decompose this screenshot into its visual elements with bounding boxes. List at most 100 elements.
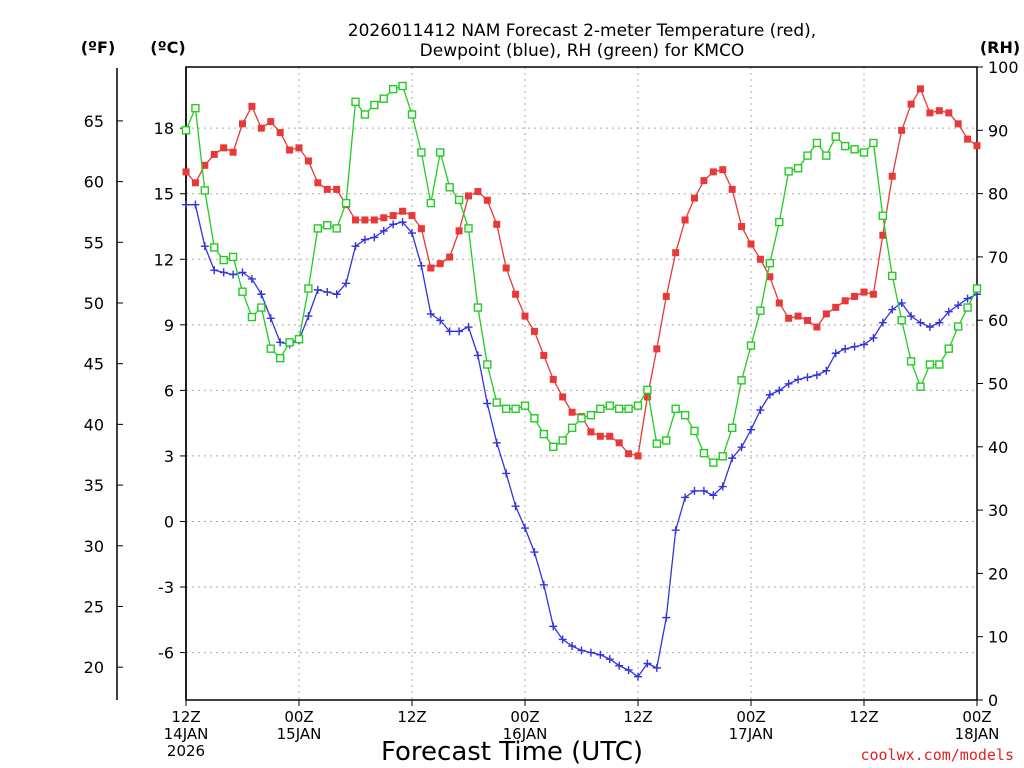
data-point (822, 310, 830, 318)
x-tick-label: 12Z (171, 708, 200, 726)
data-point (521, 312, 529, 320)
data-point (540, 351, 548, 359)
data-point (709, 491, 718, 500)
data-point (596, 404, 605, 414)
data-point (266, 314, 275, 323)
data-point (493, 220, 501, 228)
data-point (737, 376, 746, 385)
data-point (521, 524, 529, 533)
data-point (332, 290, 341, 299)
data-point (351, 242, 360, 251)
rh-tick-label: 50 (988, 375, 1008, 394)
celsius-tick-label: 18 (154, 119, 174, 138)
data-point (417, 225, 425, 233)
x-tick-label: 00Z (510, 708, 539, 726)
data-point (426, 198, 436, 208)
data-point (718, 482, 727, 491)
data-point (897, 316, 906, 325)
data-point (709, 168, 717, 176)
data-point (530, 327, 538, 335)
data-point (680, 410, 690, 420)
data-point (501, 404, 511, 414)
data-point (200, 186, 210, 195)
x-tick-label: 18JAN (955, 725, 1000, 743)
data-point (756, 255, 764, 263)
data-point (417, 261, 426, 270)
data-point (850, 342, 859, 351)
data-point (972, 284, 982, 293)
data-point (379, 94, 388, 103)
data-point (210, 150, 218, 158)
data-point (210, 243, 219, 252)
data-point (399, 207, 407, 215)
data-point (586, 648, 595, 657)
data-point (549, 375, 557, 383)
data-point (671, 526, 680, 535)
data-point (549, 622, 558, 631)
data-point (935, 318, 944, 327)
rh-tick-label: 0 (988, 691, 998, 710)
rh-tick-label: 20 (988, 564, 1008, 583)
data-point (926, 109, 934, 117)
data-point (850, 145, 859, 154)
data-point (840, 141, 850, 151)
data-point (672, 249, 680, 257)
data-point (841, 297, 849, 305)
series-line (185, 87, 978, 457)
data-point (935, 107, 943, 115)
data-point (747, 425, 755, 434)
data-point (332, 224, 341, 233)
data-point (907, 100, 915, 108)
data-point (963, 303, 972, 312)
data-point (851, 292, 859, 300)
data-point (775, 299, 783, 307)
data-point (728, 454, 737, 463)
data-point (879, 231, 887, 239)
data-point (360, 110, 370, 119)
data-point (558, 436, 567, 445)
data-point (906, 357, 916, 366)
data-point (285, 338, 294, 347)
data-point (380, 214, 388, 222)
data-point (257, 124, 265, 132)
data-point (191, 200, 200, 209)
data-point (502, 264, 510, 272)
data-point (841, 344, 850, 353)
fahrenheit-tick-label: 50 (84, 294, 104, 313)
celsius-tick-label: -6 (158, 644, 174, 663)
data-point (907, 312, 916, 321)
data-point (181, 126, 191, 135)
x-tick-label: 17JAN (729, 725, 774, 743)
data-point (747, 240, 755, 248)
data-point (267, 118, 275, 126)
data-point (276, 338, 285, 347)
data-point (831, 349, 840, 358)
celsius-tick-label: -3 (158, 578, 174, 597)
fahrenheit-tick-label: 55 (84, 233, 104, 252)
data-point (568, 642, 577, 651)
data-point (304, 157, 312, 165)
data-point (925, 323, 934, 332)
x-tick-label: 00Z (736, 708, 765, 726)
fahrenheit-unit-label: (ºF) (81, 38, 116, 57)
data-point (182, 168, 190, 176)
celsius-unit-label: (ºC) (150, 38, 185, 57)
fahrenheit-tick-label: 65 (84, 112, 104, 131)
data-point (860, 340, 868, 349)
data-point (869, 290, 877, 298)
data-point (219, 255, 228, 265)
series-temperature (182, 85, 981, 460)
data-point (539, 580, 548, 589)
data-point (624, 666, 633, 675)
data-point (953, 322, 963, 331)
data-point (662, 436, 671, 445)
data-point (756, 306, 765, 315)
data-point (699, 486, 708, 495)
data-point (417, 148, 426, 157)
data-point (737, 443, 746, 452)
x-tick-label: 12Z (397, 708, 426, 726)
data-point (634, 452, 642, 460)
data-point (341, 198, 351, 208)
data-point (294, 334, 304, 344)
